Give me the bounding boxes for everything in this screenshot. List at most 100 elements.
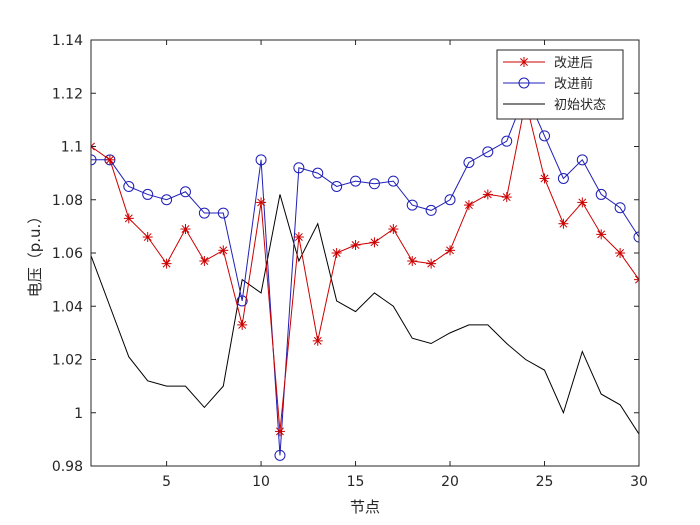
asterisk-stroke: [181, 225, 190, 233]
series-marker: [539, 130, 551, 142]
series-marker: [614, 202, 626, 214]
series-marker: [179, 186, 191, 198]
series-marker: [445, 245, 456, 256]
asterisk-stroke: [294, 233, 303, 241]
x-tick-label: 15: [347, 474, 365, 490]
y-tick-label: 1: [74, 406, 83, 422]
asterisk-stroke: [635, 275, 639, 281]
legend-item-1: 改进后: [503, 56, 593, 71]
asterisk-stroke: [91, 142, 95, 148]
series-marker: [256, 197, 267, 208]
series-marker: [274, 426, 285, 437]
series-line: [91, 101, 639, 432]
y-tick-label: 0.98: [52, 459, 83, 475]
asterisk-stroke: [257, 198, 266, 207]
x-axis-label: 节点: [350, 498, 380, 516]
y-tick-label: 1.1: [61, 140, 83, 156]
x-tick-label: 30: [630, 474, 648, 490]
asterisk-stroke: [483, 190, 492, 199]
series-marker: [501, 192, 512, 203]
series-marker: [596, 229, 607, 240]
series-marker: [331, 180, 343, 192]
series-marker: [369, 237, 380, 248]
series-marker: [217, 207, 229, 219]
asterisk-stroke: [540, 174, 549, 183]
series-marker: [615, 248, 626, 258]
series-marker: [293, 162, 305, 174]
series-line: [91, 91, 639, 456]
series-marker: [576, 154, 588, 166]
x-tick-label: 20: [441, 474, 459, 490]
asterisk-stroke: [464, 201, 473, 210]
series-marker: [312, 167, 324, 179]
x-tick-label: 5: [162, 474, 171, 490]
series-marker: [274, 449, 286, 461]
series-marker: [218, 245, 229, 256]
asterisk-stroke: [389, 225, 398, 233]
y-tick-label: 1.02: [52, 353, 83, 369]
asterisk-stroke: [351, 241, 360, 249]
series-marker: [407, 255, 418, 266]
asterisk-stroke: [91, 145, 95, 151]
series-marker: [123, 213, 134, 224]
series-marker: [482, 189, 493, 200]
series-marker: [463, 156, 475, 168]
series-marker: [388, 224, 399, 235]
asterisk-stroke: [559, 219, 568, 228]
asterisk-stroke: [143, 233, 152, 241]
y-tick-label: 1.06: [52, 246, 83, 262]
series-marker: [293, 232, 304, 243]
legend-label: 改进后: [554, 56, 593, 71]
series-marker: [350, 240, 361, 251]
series-marker: [123, 180, 135, 192]
series-marker: [142, 188, 154, 200]
series-marker: [425, 204, 437, 216]
asterisk-stroke: [313, 336, 322, 345]
series-marker: [255, 154, 267, 166]
series-marker: [236, 295, 248, 307]
series-marker: [633, 231, 639, 243]
series-marker: [634, 274, 639, 285]
series-marker: [463, 200, 474, 211]
series-marker: [406, 199, 418, 211]
asterisk-stroke: [124, 214, 133, 223]
y-tick-label: 1.12: [52, 86, 83, 102]
asterisk-stroke: [408, 257, 417, 265]
legend-label: 初始状态: [554, 98, 606, 113]
asterisk-stroke: [578, 198, 587, 207]
legend-item-3: 初始状态: [503, 98, 606, 113]
series-marker: [444, 194, 456, 206]
y-tick-label: 1.14: [52, 33, 83, 49]
series-marker: [199, 255, 210, 266]
asterisk-stroke: [105, 155, 114, 164]
legend-marker: [518, 77, 530, 89]
series-marker: [104, 154, 115, 165]
asterisk-stroke: [238, 320, 247, 329]
series-marker: [312, 335, 323, 346]
asterisk-stroke: [427, 259, 436, 268]
series-marker: [142, 232, 153, 243]
legend-item-2: 改进前: [503, 76, 593, 92]
series-marker: [482, 146, 494, 158]
series-marker: [426, 258, 437, 269]
series-line: [91, 194, 639, 435]
series-marker: [557, 172, 569, 184]
series-marker: [387, 175, 399, 187]
x-tick-label: 10: [252, 474, 270, 490]
series-marker: [237, 319, 248, 330]
series-marker: [577, 197, 588, 208]
asterisk-stroke: [446, 246, 454, 255]
series-marker: [161, 258, 172, 269]
y-axis-label: 电压（p.u.）: [26, 209, 44, 298]
ticks-layer: 5 10 15 20 25 30 0.98 1 1.02 1.04 1.06 1.08 1.1 1.12 1…: [52, 33, 648, 490]
asterisk-stroke: [520, 58, 528, 66]
asterisk-stroke: [162, 259, 171, 268]
legend-label: 改进前: [554, 76, 593, 92]
series-marker: [161, 194, 173, 206]
asterisk-stroke: [200, 257, 209, 265]
series-marker: [368, 178, 380, 190]
asterisk-stroke: [502, 193, 511, 202]
